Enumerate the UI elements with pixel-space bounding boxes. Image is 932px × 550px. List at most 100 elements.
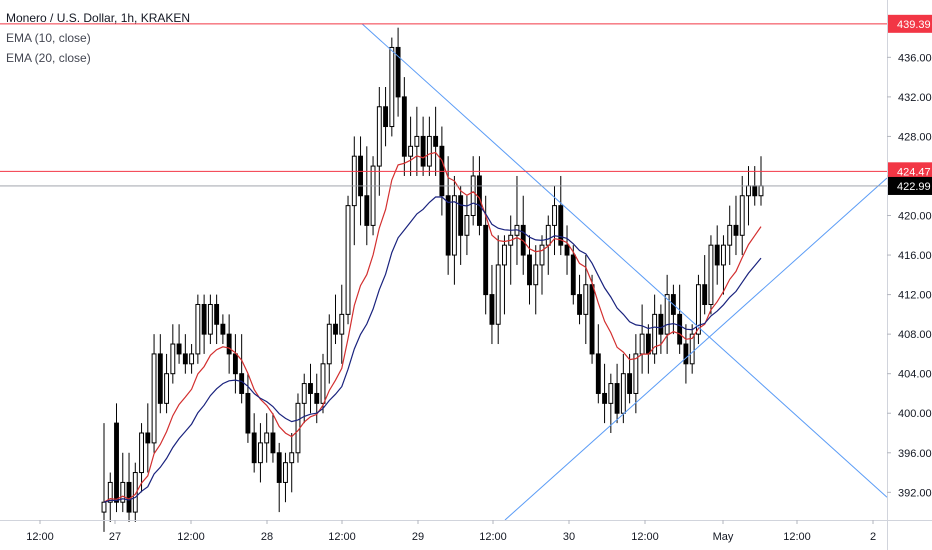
candle xyxy=(527,235,532,305)
candle xyxy=(114,403,119,513)
candle xyxy=(320,353,326,414)
candle xyxy=(201,294,207,354)
candle-body xyxy=(314,392,320,404)
candle xyxy=(308,363,313,414)
chart-legend: Monero / U.S. Dollar, 1h, KRAKEN EMA (10… xyxy=(6,8,190,68)
legend-ema-20[interactable]: EMA (20, close) xyxy=(6,51,91,65)
candle-body xyxy=(702,284,708,305)
candle xyxy=(289,433,295,493)
candle xyxy=(245,373,251,443)
candle-body xyxy=(739,195,745,236)
candle xyxy=(189,344,195,374)
candle-body xyxy=(426,135,432,167)
y-tick-label: 412.00 xyxy=(898,290,932,302)
candle-body xyxy=(414,135,420,147)
candle xyxy=(739,175,745,256)
candle-body xyxy=(114,422,119,503)
y-tick-label: 432.00 xyxy=(898,92,932,104)
drawings[interactable] xyxy=(0,23,888,521)
candle-body xyxy=(226,333,232,355)
price-tag-top: 439.39 xyxy=(888,14,932,33)
candle-body xyxy=(101,501,107,513)
candle-body xyxy=(408,145,414,157)
candle-body xyxy=(189,353,195,365)
x-tick-label: 2 xyxy=(870,531,876,543)
candle xyxy=(107,472,113,522)
candle xyxy=(270,413,276,463)
candle-body xyxy=(746,185,751,197)
candle xyxy=(702,255,708,315)
y-tick-label: 404.00 xyxy=(898,369,932,381)
candle xyxy=(414,106,420,176)
candle xyxy=(508,215,514,285)
candle xyxy=(746,166,751,226)
x-tick-label: May xyxy=(713,531,734,543)
candle-body xyxy=(645,333,651,355)
candle xyxy=(727,205,733,265)
candle xyxy=(514,175,520,265)
candle xyxy=(232,334,238,394)
candle xyxy=(220,314,226,345)
candle-body xyxy=(232,353,238,375)
candle xyxy=(283,452,288,503)
price-tag-top-bg xyxy=(888,14,932,33)
descending-trendline xyxy=(361,23,888,498)
candle xyxy=(389,37,395,137)
price-tag-last-text: 422.99 xyxy=(897,181,931,193)
candle-body xyxy=(727,224,733,246)
candle xyxy=(627,353,633,404)
candle xyxy=(383,86,389,147)
candle xyxy=(276,442,282,513)
candle-body xyxy=(552,205,557,226)
candle xyxy=(120,452,126,513)
candle xyxy=(595,324,601,404)
candle-body xyxy=(433,135,439,147)
candle-body xyxy=(708,244,714,305)
candle-body xyxy=(145,432,151,444)
candle xyxy=(214,294,220,345)
candle-body xyxy=(589,284,595,355)
candle xyxy=(639,304,645,374)
candle-body xyxy=(345,205,351,315)
candle xyxy=(351,136,357,246)
candle-body xyxy=(376,106,382,167)
candle xyxy=(395,27,401,117)
candle-body xyxy=(301,383,307,404)
candle-body xyxy=(752,185,758,197)
candle xyxy=(583,255,589,345)
candle xyxy=(420,116,426,176)
candle xyxy=(539,235,545,295)
x-tick-label: 30 xyxy=(563,531,575,543)
candle-body xyxy=(333,323,338,335)
candle xyxy=(733,195,739,256)
y-tick-label: 436.00 xyxy=(898,52,932,64)
candle xyxy=(326,314,332,384)
candle-body xyxy=(464,215,470,236)
legend-ema-10[interactable]: EMA (10, close) xyxy=(6,31,91,45)
candle xyxy=(564,225,570,275)
candle-body xyxy=(339,313,345,335)
candle-body xyxy=(164,373,170,404)
candle xyxy=(558,175,564,256)
candle xyxy=(489,264,495,345)
x-tick-label: 12:00 xyxy=(177,531,205,543)
candle-body xyxy=(308,383,313,394)
candle xyxy=(608,373,614,434)
candle xyxy=(251,413,257,473)
candle-body xyxy=(264,432,270,444)
candle xyxy=(257,423,263,483)
candle-body xyxy=(664,294,670,335)
candle-body xyxy=(420,135,426,167)
y-tick-label: 396.00 xyxy=(898,448,932,460)
candle xyxy=(683,324,689,384)
candle-body xyxy=(220,323,226,335)
candle xyxy=(458,185,464,265)
candle-body xyxy=(214,303,220,325)
candle-body xyxy=(207,303,213,335)
candle-body xyxy=(658,313,664,335)
candle-body xyxy=(139,432,144,474)
candle-body xyxy=(182,353,188,365)
x-tick-label: 27 xyxy=(109,531,121,543)
candle xyxy=(533,245,539,315)
